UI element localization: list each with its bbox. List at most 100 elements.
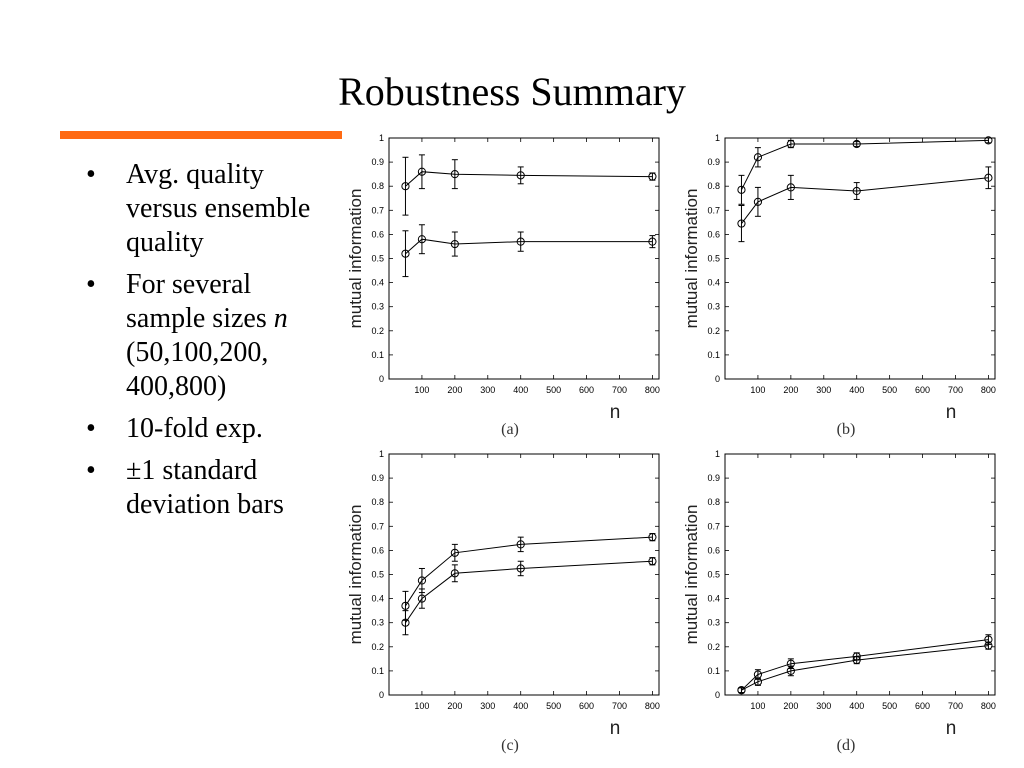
y-tick-label: 0.1: [371, 350, 384, 360]
y-tick-label: 0.8: [371, 497, 384, 507]
data-point: [984, 173, 993, 182]
bullet-symbol: •: [86, 455, 96, 486]
x-tick-label: 300: [816, 701, 831, 711]
y-tick-label: 0.4: [707, 594, 720, 604]
x-tick-label: 600: [579, 385, 594, 395]
bullet-text-emphasis: n: [273, 303, 288, 334]
y-tick-label: 0.6: [707, 545, 720, 555]
slide-title: Robustness Summary: [338, 69, 686, 114]
x-tick-label: 400: [849, 385, 864, 395]
data-point: [417, 594, 427, 603]
data-point: [648, 237, 657, 246]
bullet-list: • Avg. quality versus ensemble quality •…: [86, 158, 336, 530]
data-point: [450, 548, 459, 557]
bullet-text-prefix: For several sample sizes: [126, 269, 274, 334]
data-point: [786, 183, 795, 192]
y-tick-label: 0.8: [707, 497, 720, 507]
x-tick-label: 800: [645, 701, 660, 711]
y-tick-label: 0.9: [371, 157, 384, 167]
x-axis-label: n: [610, 718, 621, 739]
chart-caption: (b): [837, 421, 856, 438]
y-tick-label: 0.1: [707, 350, 720, 360]
x-tick-label: 300: [480, 385, 495, 395]
x-tick-label: 100: [750, 701, 765, 711]
y-tick-label: 0.4: [371, 594, 384, 604]
x-tick-label: 800: [645, 385, 660, 395]
bullet-text: 10-fold exp.: [126, 413, 263, 444]
y-tick-label: 0.2: [371, 642, 384, 652]
y-tick-label: 1: [379, 133, 384, 143]
bullet-item: • 10-fold exp.: [86, 412, 336, 446]
x-tick-label: 800: [981, 385, 996, 395]
data-point: [648, 172, 657, 181]
plot-frame: [388, 137, 660, 380]
x-axis-label: n: [946, 718, 957, 739]
chart-caption: (d): [837, 737, 856, 754]
x-tick-label: 200: [783, 701, 798, 711]
y-tick-label: 0.3: [371, 302, 384, 312]
data-point: [753, 197, 763, 206]
bullet-symbol: •: [86, 413, 96, 444]
y-tick-label: 0.9: [707, 157, 720, 167]
chart-c-svg: 0 0.1 0.2 0.3 0.4 0.5 0.6 0.7 0.8 0.9 1 100 200 300 40…: [346, 449, 660, 754]
chart-caption: (c): [501, 737, 519, 754]
data-point: [852, 186, 861, 196]
bullet-item: • For several sample sizes n (50,100,200…: [86, 268, 336, 404]
y-tick-label: 0.1: [371, 666, 384, 676]
plot-frame: [388, 453, 660, 696]
data-point: [984, 641, 993, 650]
x-tick-label: 500: [546, 701, 561, 711]
chart-a-svg: 0 0.1 0.2 0.3 0.4 0.5 0.6 0.7 0.8 0.9 1 100 200 300 40…: [346, 133, 660, 438]
data-point: [648, 557, 657, 566]
data-point: [516, 171, 525, 180]
bullet-item: • ±1 standard deviation bars: [86, 454, 336, 522]
y-tick-label: 0.5: [371, 570, 384, 580]
bullet-symbol: •: [86, 269, 96, 300]
data-point: [753, 153, 763, 162]
data-point: [852, 139, 861, 149]
x-tick-label: 700: [612, 385, 627, 395]
data-point: [450, 239, 459, 249]
y-axis-label: mutual information: [346, 505, 365, 645]
bullet-item: • Avg. quality versus ensemble quality: [86, 158, 336, 260]
y-axis-label: mutual information: [346, 189, 365, 329]
chart-c: 0 0.1 0.2 0.3 0.4 0.5 0.6 0.7 0.8 0.9 1 100 200 300 40…: [342, 448, 672, 760]
bullet-text: ±1 standard deviation bars: [126, 455, 284, 520]
x-tick-label: 300: [816, 385, 831, 395]
bullet-text-suffix: (50,100,200, 400,800): [126, 337, 269, 402]
x-tick-label: 200: [447, 385, 462, 395]
chart-d-svg: 0 0.1 0.2 0.3 0.4 0.5 0.6 0.7 0.8 0.9 1 100 200 300 40…: [682, 449, 996, 754]
y-tick-label: 0.7: [371, 521, 384, 531]
x-tick-label: 200: [783, 385, 798, 395]
x-tick-label: 100: [414, 385, 429, 395]
y-tick-label: 1: [715, 449, 720, 459]
y-tick-label: 0.3: [707, 618, 720, 628]
y-tick-label: 0.2: [707, 642, 720, 652]
x-tick-label: 500: [882, 385, 897, 395]
data-point: [852, 655, 861, 665]
x-tick-label: 700: [612, 701, 627, 711]
x-tick-label: 200: [447, 701, 462, 711]
data-point: [516, 237, 525, 246]
data-point: [450, 170, 459, 179]
x-tick-label: 400: [513, 385, 528, 395]
y-tick-label: 0.9: [371, 473, 384, 483]
y-tick-label: 0.7: [707, 205, 720, 215]
x-tick-label: 700: [948, 385, 963, 395]
y-tick-label: 0.6: [371, 229, 384, 239]
chart-a: 0 0.1 0.2 0.3 0.4 0.5 0.6 0.7 0.8 0.9 1 100 200 300 40…: [342, 132, 672, 444]
y-tick-label: 0.4: [371, 278, 384, 288]
data-point: [401, 601, 410, 610]
y-tick-label: 0: [715, 690, 720, 700]
chart-caption: (a): [501, 421, 519, 438]
data-point: [737, 219, 746, 228]
y-tick-label: 0.4: [707, 278, 720, 288]
data-point: [753, 677, 763, 686]
data-point: [984, 136, 993, 145]
x-tick-label: 100: [414, 701, 429, 711]
y-tick-label: 1: [715, 133, 720, 143]
y-tick-label: 0.2: [707, 326, 720, 336]
x-tick-label: 100: [750, 385, 765, 395]
y-tick-label: 0.7: [707, 521, 720, 531]
bullet-symbol: •: [86, 159, 96, 190]
